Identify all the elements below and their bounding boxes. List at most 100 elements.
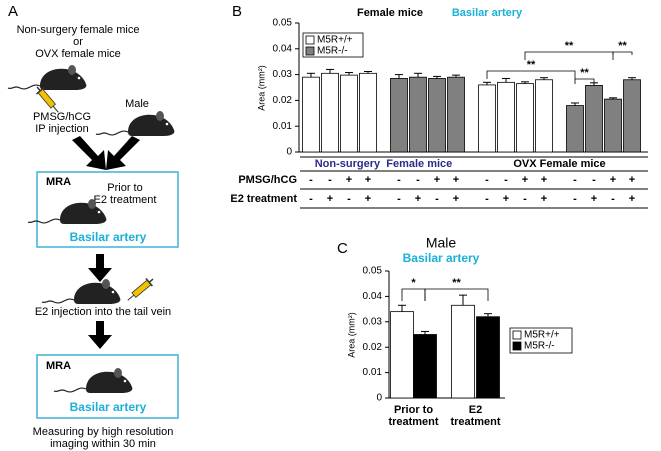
bar (476, 316, 500, 399)
row-mark: + (541, 193, 547, 205)
mouse-icon (95, 110, 175, 137)
bar (566, 105, 584, 153)
chart-title: Male (426, 235, 457, 251)
x-tick-label: treatment (450, 416, 500, 428)
bar (428, 78, 446, 153)
y-tick-label: 0.05 (363, 266, 383, 277)
bar (409, 76, 427, 153)
legend-label: M5R+/+ (317, 35, 353, 46)
chart-subtitle: Basilar artery (452, 7, 523, 19)
diagram-text: or (73, 36, 83, 48)
significance-bracket (524, 51, 614, 60)
bar (623, 79, 641, 153)
significance-bracket (486, 70, 576, 79)
row-mark: - (397, 174, 401, 186)
row-mark: - (485, 193, 489, 205)
diagram-text: Non-surgery female mice (17, 24, 140, 36)
y-tick-label: 0.01 (273, 121, 293, 132)
bar (390, 311, 414, 399)
legend-label: M5R-/- (524, 341, 555, 352)
row-mark: - (611, 193, 615, 205)
bar (585, 85, 603, 153)
legend-swatch (512, 330, 522, 340)
arrow (88, 254, 112, 282)
bar (340, 74, 358, 153)
diagram-text: Measuring by high resolution (33, 426, 174, 438)
y-tick-label: 0.04 (363, 291, 383, 302)
bar (413, 334, 437, 399)
row-mark: + (453, 193, 459, 205)
legend-label: M5R-/- (317, 46, 348, 57)
chart-subtitle: Basilar artery (403, 251, 480, 265)
bar (604, 98, 622, 153)
x-tick-label: treatment (388, 416, 438, 428)
row-mark: + (327, 193, 333, 205)
box (36, 171, 179, 248)
panel-label: B (232, 3, 242, 20)
y-tick-label: 0.03 (363, 316, 383, 327)
y-tick-label: 0.02 (273, 95, 293, 106)
diagram-text: PMSG/hCG (33, 111, 91, 123)
diagram: Non-surgery female mice or OVX female mi… (7, 24, 179, 450)
significance-label: ** (565, 40, 574, 52)
legend-label: M5R+/+ (524, 330, 560, 341)
diagram-text: Male (125, 98, 149, 110)
y-tick-label: 0 (286, 147, 292, 158)
row-mark: + (522, 174, 528, 186)
bar (302, 76, 320, 153)
row-mark: + (346, 174, 352, 186)
row-mark: + (591, 193, 597, 205)
row-mark: - (309, 174, 313, 186)
y-axis-label: Area (mm²) (346, 312, 356, 358)
row-mark: + (453, 174, 459, 186)
diagram-text: IP injection (35, 123, 89, 135)
panel-label: C (337, 240, 348, 257)
y-tick-label: 0.03 (273, 69, 293, 80)
significance-bracket (401, 288, 426, 301)
row-mark: - (435, 193, 439, 205)
arrow (88, 321, 112, 349)
row-mark: - (523, 193, 527, 205)
diagram-text: Prior to (107, 182, 142, 194)
bar (359, 72, 377, 153)
syringe-icon (123, 274, 157, 305)
mouse-icon (7, 64, 87, 91)
row-mark: + (629, 174, 635, 186)
diagram-text: E2 treatment (94, 194, 157, 206)
bar (516, 83, 534, 153)
row-mark: - (397, 193, 401, 205)
significance-label: ** (527, 59, 536, 71)
row-label: PMSG/hCG (238, 174, 297, 186)
diagram-text: imaging within 30 min (50, 438, 156, 450)
legend-swatch (305, 46, 315, 56)
row-mark: - (309, 193, 313, 205)
significance-label: ** (452, 277, 461, 289)
row-mark: - (347, 193, 351, 205)
diagram-text: Basilar artery (70, 400, 147, 414)
significance-label: * (411, 277, 416, 289)
diagram-text: MRA (46, 176, 71, 188)
x-tick-label: E2 (469, 404, 482, 416)
significance-label: ** (618, 40, 627, 52)
bar (478, 84, 496, 153)
mouse-icon (41, 278, 121, 305)
x-tick-label: Prior to (394, 404, 433, 416)
y-tick-label: 0.01 (363, 367, 383, 378)
diagram-text: Basilar artery (70, 230, 147, 244)
y-axis-label: Area (mm²) (256, 65, 266, 111)
row-mark: - (328, 174, 332, 186)
legend-swatch (512, 341, 522, 351)
y-tick-label: 0 (376, 393, 382, 404)
group-label: OVX Female mice (513, 158, 605, 170)
row-mark: + (629, 193, 635, 205)
row-mark: - (592, 174, 596, 186)
row-mark: + (365, 193, 371, 205)
bar (321, 72, 339, 153)
y-tick-label: 0.05 (273, 18, 293, 29)
row-mark: + (610, 174, 616, 186)
diagram-text: E2 injection into the tail vein (35, 306, 171, 318)
bar (447, 76, 465, 153)
row-mark: - (573, 174, 577, 186)
row-mark: - (504, 174, 508, 186)
